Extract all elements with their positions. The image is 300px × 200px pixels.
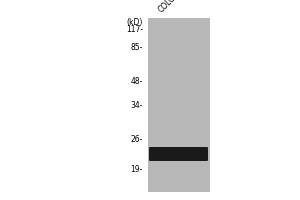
Text: 48-: 48- <box>130 77 143 86</box>
Text: 85-: 85- <box>130 44 143 52</box>
Text: 19-: 19- <box>130 166 143 174</box>
Text: COLO205: COLO205 <box>157 0 188 14</box>
Text: 26-: 26- <box>130 136 143 144</box>
Text: 117-: 117- <box>126 25 143 34</box>
Text: 34-: 34- <box>130 102 143 110</box>
FancyBboxPatch shape <box>149 147 208 161</box>
Text: (kD): (kD) <box>127 18 143 26</box>
Bar <box>148 18 210 192</box>
